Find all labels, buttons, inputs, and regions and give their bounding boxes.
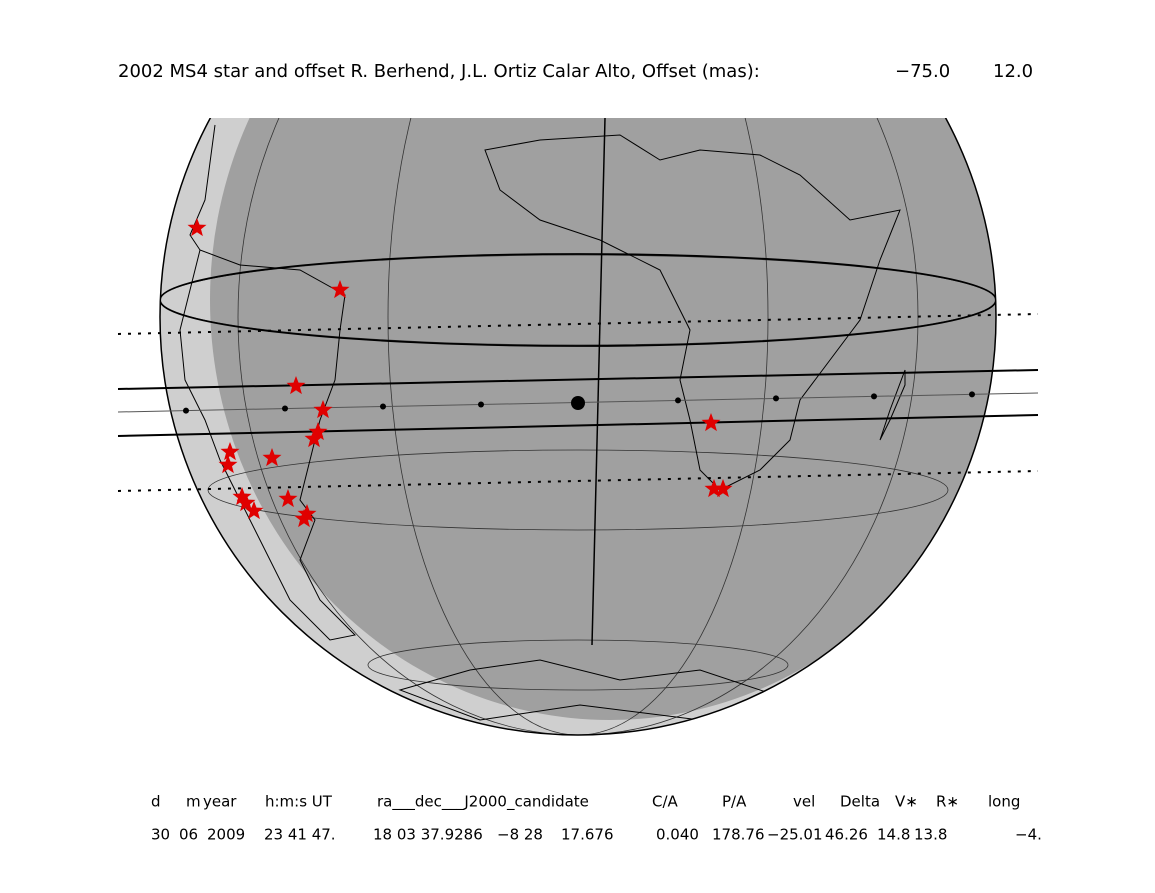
cell: −8 28 bbox=[497, 826, 543, 844]
observer-sites bbox=[187, 218, 733, 528]
observer-star bbox=[704, 479, 724, 498]
cell: 2009 bbox=[207, 826, 245, 844]
observer-star bbox=[232, 487, 252, 506]
time-dot bbox=[871, 393, 877, 400]
title: 2002 MS4 star and offset R. Berhend, J.L… bbox=[118, 61, 760, 82]
observer-star bbox=[308, 422, 328, 441]
cell: 06 bbox=[179, 826, 198, 844]
cell: −25.01 bbox=[767, 826, 823, 844]
observer-star bbox=[286, 376, 306, 395]
cell: 178.76 bbox=[712, 826, 765, 844]
cell: −4. bbox=[1015, 826, 1042, 844]
observer-star bbox=[297, 504, 317, 523]
observer-star bbox=[330, 280, 350, 299]
night-region bbox=[210, 118, 996, 720]
column-header: V∗ bbox=[895, 793, 918, 811]
observer-star bbox=[236, 493, 256, 512]
time-dot bbox=[969, 391, 975, 398]
column-header: R∗ bbox=[936, 793, 959, 811]
column-header: m bbox=[186, 793, 201, 811]
column-header: d bbox=[151, 793, 161, 811]
time-dot bbox=[478, 401, 484, 408]
cell: 23 41 47. bbox=[264, 826, 336, 844]
observer-star bbox=[701, 413, 721, 432]
cell: 30 bbox=[151, 826, 170, 844]
observer-star bbox=[294, 509, 314, 528]
cell: 46.26 bbox=[825, 826, 868, 844]
observer-star bbox=[313, 400, 333, 419]
observer-star bbox=[278, 489, 298, 508]
cell: 0.040 bbox=[656, 826, 699, 844]
cell: 14.8 bbox=[877, 826, 910, 844]
cell: 17.676 bbox=[561, 826, 614, 844]
cell: 13.8 bbox=[914, 826, 947, 844]
observer-star bbox=[220, 442, 240, 461]
central-meridian bbox=[591, 118, 606, 646]
observer-star bbox=[713, 479, 733, 498]
offset-ra: −75.0 bbox=[895, 61, 950, 82]
coastlines bbox=[179, 124, 906, 721]
observer-star bbox=[262, 448, 282, 467]
time-dot bbox=[675, 397, 681, 404]
observer-star bbox=[244, 501, 264, 520]
time-dot bbox=[773, 395, 779, 402]
offset-dec: 12.0 bbox=[993, 61, 1033, 82]
globe bbox=[159, 118, 997, 736]
time-dot bbox=[183, 407, 189, 414]
column-header: ra___dec___J2000_candidate bbox=[377, 793, 589, 812]
time-dot bbox=[380, 403, 386, 410]
cell: 18 03 37.9286 bbox=[373, 826, 483, 844]
column-header: long bbox=[988, 793, 1020, 811]
column-header: Delta bbox=[840, 793, 880, 811]
time-dot bbox=[282, 405, 288, 412]
observer-star bbox=[218, 455, 238, 474]
column-header: P/A bbox=[722, 793, 747, 811]
limit-ellipse bbox=[160, 253, 996, 347]
shadow-tracks bbox=[117, 313, 1039, 492]
column-header: vel bbox=[793, 793, 815, 811]
observer-star bbox=[304, 429, 324, 448]
column-header: h:m:s UT bbox=[265, 793, 333, 811]
column-header: C/A bbox=[652, 793, 679, 811]
observer-star bbox=[187, 218, 207, 237]
data-table: d m year h:m:s UT ra___dec___J2000_candidate… bbox=[151, 793, 1042, 844]
column-header: year bbox=[203, 793, 237, 811]
